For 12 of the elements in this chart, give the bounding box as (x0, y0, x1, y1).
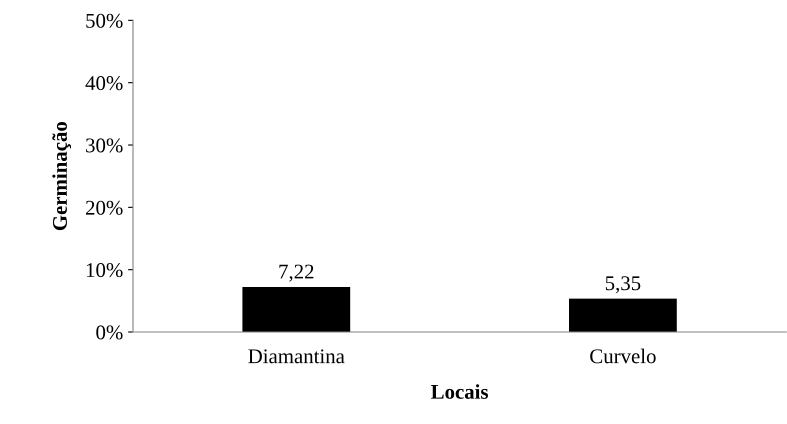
y-tick-label: 0% (96, 325, 123, 340)
y-axis-title: Germinação (52, 122, 72, 230)
y-tick-label: 40% (86, 76, 123, 90)
data-label: 5,35 (606, 276, 640, 294)
data-label: 7,22 (279, 264, 314, 282)
x-tick-label: Diamantina (248, 349, 345, 364)
y-tick-label: 20% (86, 200, 123, 215)
y-tick-label: 30% (86, 138, 123, 153)
y-tick-label: 50% (86, 14, 123, 28)
x-axis-title: Locais (431, 384, 488, 399)
x-tick-label: Curvelo (590, 348, 656, 364)
y-tick-label: 10% (86, 263, 123, 278)
